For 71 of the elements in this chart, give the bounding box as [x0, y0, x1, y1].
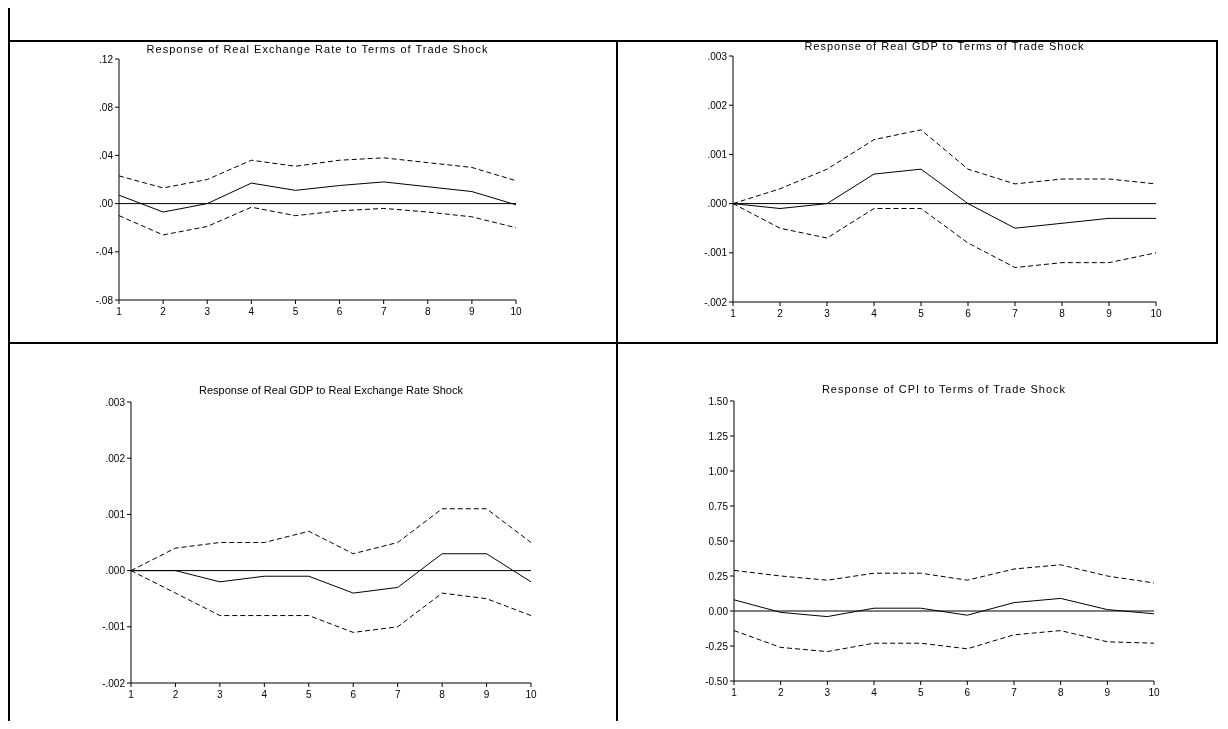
- x-tick-label: 7: [1011, 687, 1018, 698]
- y-tick-label: .001: [707, 148, 728, 160]
- chart-title: Response of CPI to Terms of Trade Shock: [821, 383, 1067, 395]
- y-tick-label: 1.00: [708, 465, 729, 477]
- x-tick-label: 6: [350, 689, 357, 700]
- y-tick-label: 1.25: [708, 430, 729, 442]
- x-tick-label: 4: [871, 308, 878, 319]
- x-tick-label: 6: [965, 308, 972, 319]
- x-tick-label: 4: [871, 687, 878, 698]
- x-tick-label: 10: [1148, 687, 1160, 698]
- x-tick-label: 9: [483, 689, 490, 700]
- y-tick-label: .08: [99, 101, 114, 113]
- x-tick-label: 2: [160, 306, 167, 317]
- x-tick-label: 6: [336, 306, 343, 317]
- y-tick-label: .002: [707, 99, 728, 111]
- x-tick-label: 5: [918, 308, 925, 319]
- x-tick-label: 10: [525, 689, 537, 700]
- y-tick-label: .04: [99, 149, 114, 161]
- x-tick-label: 8: [425, 306, 431, 317]
- x-tick-label: 3: [824, 687, 831, 698]
- chart-title: Response of Real GDP to Real Exchange Rate Shock: [199, 384, 464, 396]
- x-tick-label: 9: [469, 306, 476, 317]
- x-tick-label: 9: [1104, 687, 1111, 698]
- x-tick-label: 9: [1106, 308, 1113, 319]
- x-tick-label: 2: [777, 308, 784, 319]
- y-tick-label: .002: [105, 452, 126, 464]
- y-tick-label: 0.25: [708, 570, 729, 582]
- y-tick-label: -0.25: [705, 640, 729, 652]
- x-tick-label: 5: [917, 687, 924, 698]
- y-tick-label: -.001: [102, 621, 126, 633]
- x-tick-label: 5: [292, 306, 299, 317]
- x-tick-label: 2: [172, 689, 179, 700]
- x-tick-label: 4: [261, 689, 268, 700]
- y-tick-label: 0.75: [708, 500, 729, 512]
- x-tick-label: 3: [217, 689, 224, 700]
- chart-title: Response of Real Exchange Rate to Terms of Trade Shock: [146, 43, 489, 55]
- y-tick-label: .000: [707, 198, 728, 210]
- x-tick-label: 2: [777, 687, 784, 698]
- x-tick-label: 7: [380, 306, 387, 317]
- y-tick-label: .003: [707, 50, 728, 62]
- y-tick-label: 1.50: [708, 395, 729, 407]
- y-tick-label: .12: [99, 53, 114, 65]
- x-tick-label: 10: [510, 306, 522, 317]
- x-tick-label: 1: [731, 687, 738, 698]
- x-tick-label: 1: [116, 306, 123, 317]
- y-tick-label: -0.50: [705, 675, 729, 687]
- x-tick-label: 6: [964, 687, 971, 698]
- y-tick-label: -.08: [95, 294, 114, 306]
- y-tick-label: 0.00: [708, 605, 729, 617]
- y-tick-label: -.001: [704, 247, 728, 259]
- x-tick-label: 3: [824, 308, 831, 319]
- y-tick-label: .003: [105, 396, 126, 408]
- x-tick-label: 8: [439, 689, 446, 700]
- x-tick-label: 7: [394, 689, 401, 700]
- y-tick-label: .00: [99, 198, 114, 210]
- x-tick-label: 10: [1150, 308, 1162, 319]
- y-tick-label: -.002: [102, 677, 126, 689]
- x-tick-label: 8: [1059, 308, 1066, 319]
- y-tick-label: .001: [105, 508, 126, 520]
- y-tick-label: -.04: [95, 246, 114, 258]
- x-tick-label: 3: [204, 306, 211, 317]
- x-tick-label: 4: [248, 306, 255, 317]
- chart-title: Response of Real GDP to Terms of Trade Shock: [804, 40, 1085, 52]
- y-tick-label: .000: [105, 565, 126, 577]
- x-tick-label: 1: [730, 308, 737, 319]
- x-tick-label: 7: [1012, 308, 1019, 319]
- y-tick-label: 0.50: [708, 535, 729, 547]
- x-tick-label: 1: [128, 689, 135, 700]
- x-tick-label: 5: [306, 689, 312, 700]
- y-tick-label: -.002: [704, 296, 728, 308]
- x-tick-label: 8: [1057, 687, 1064, 698]
